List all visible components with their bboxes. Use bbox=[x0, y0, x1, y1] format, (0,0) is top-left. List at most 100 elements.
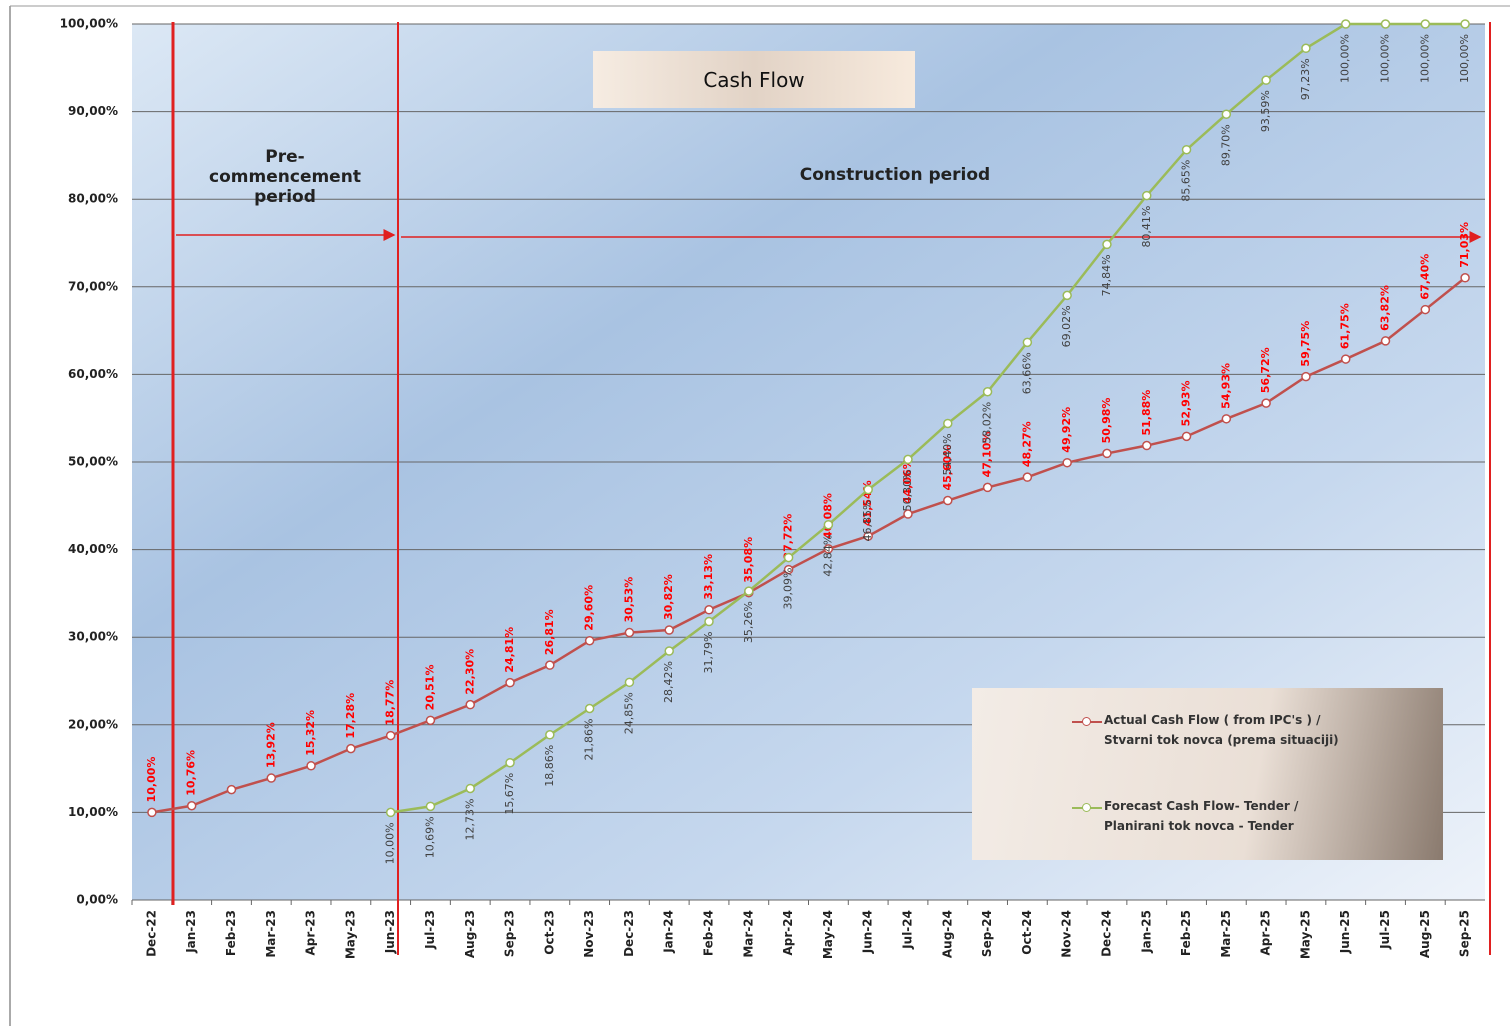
data-label: 89,70% bbox=[1219, 124, 1232, 166]
data-point bbox=[584, 703, 595, 714]
series-line bbox=[151, 276, 1466, 814]
y-tick-label: 50,00% bbox=[68, 455, 118, 469]
data-point bbox=[1460, 273, 1470, 283]
data-label: 18,77% bbox=[384, 680, 397, 726]
x-tick-label: Jan-24 bbox=[662, 910, 676, 954]
data-point bbox=[505, 677, 515, 688]
data-point bbox=[147, 807, 157, 818]
data-point bbox=[823, 519, 834, 530]
data-label: 49,92% bbox=[1060, 407, 1073, 453]
data-label: 15,67% bbox=[503, 773, 516, 815]
data-label: 24,81% bbox=[503, 627, 516, 673]
data-point bbox=[465, 783, 475, 794]
data-point bbox=[1261, 75, 1271, 85]
data-label: 15,32% bbox=[304, 710, 317, 756]
data-point bbox=[1420, 304, 1431, 315]
x-tick-label: Dec-24 bbox=[1099, 910, 1113, 957]
data-label: 63,66% bbox=[1020, 352, 1033, 394]
x-tick-label: Sep-24 bbox=[980, 910, 994, 957]
x-tick-label: Aug-24 bbox=[940, 910, 954, 958]
data-point bbox=[1340, 19, 1351, 29]
x-tick-label: Sep-25 bbox=[1458, 910, 1472, 957]
data-label: 26,81% bbox=[543, 609, 556, 655]
x-tick-label: Dec-22 bbox=[144, 910, 158, 957]
data-point bbox=[664, 646, 674, 656]
data-label: 28,42% bbox=[662, 661, 675, 703]
data-label: 24,85% bbox=[622, 692, 635, 734]
legend-marker bbox=[1082, 803, 1091, 812]
data-label: 80,41% bbox=[1140, 206, 1153, 248]
data-label: 10,00% bbox=[384, 822, 397, 864]
data-point bbox=[1142, 440, 1152, 451]
legend-marker bbox=[1082, 717, 1091, 726]
data-label: 58,02% bbox=[981, 402, 994, 444]
x-tick-label: Jun-23 bbox=[383, 910, 397, 954]
y-tick-label: 80,00% bbox=[68, 192, 118, 206]
data-point bbox=[903, 454, 913, 465]
data-point bbox=[1022, 337, 1033, 348]
data-label: 74,84% bbox=[1100, 254, 1113, 296]
data-point bbox=[226, 784, 237, 795]
y-tick-label: 10,00% bbox=[68, 805, 118, 819]
data-point bbox=[1380, 336, 1391, 346]
data-label: 85,65% bbox=[1180, 160, 1193, 202]
data-point bbox=[664, 625, 674, 635]
data-point bbox=[823, 544, 834, 554]
data-label: 35,08% bbox=[742, 537, 755, 583]
y-tick-label: 0,00% bbox=[76, 893, 118, 907]
data-point bbox=[465, 699, 475, 710]
data-point bbox=[744, 586, 754, 596]
x-tick-label: Feb-23 bbox=[224, 910, 238, 956]
data-point bbox=[1062, 290, 1072, 301]
data-label: 33,13% bbox=[702, 554, 715, 600]
data-label: 97,23% bbox=[1299, 58, 1312, 100]
data-label: 61,75% bbox=[1339, 303, 1352, 349]
data-label: 56,72% bbox=[1259, 347, 1272, 393]
data-label: 40,08% bbox=[821, 493, 834, 539]
data-point bbox=[306, 761, 316, 771]
data-label: 30,53% bbox=[622, 577, 635, 623]
data-point bbox=[385, 730, 396, 741]
data-label: 18,86% bbox=[543, 745, 556, 787]
data-label: 22,30% bbox=[463, 649, 476, 695]
data-label: 12,73% bbox=[463, 798, 476, 840]
x-tick-label: Jun-24 bbox=[861, 910, 875, 954]
x-tick-label: Apr-24 bbox=[781, 910, 795, 955]
data-point bbox=[624, 677, 635, 688]
data-label: 45,60% bbox=[941, 445, 954, 491]
x-tick-label: Jan-23 bbox=[184, 910, 198, 954]
data-label: 50,98% bbox=[1100, 398, 1113, 444]
annotation: Construction period bbox=[799, 165, 991, 185]
data-label: 10,00% bbox=[145, 757, 158, 803]
data-label: 54,40% bbox=[941, 433, 954, 475]
data-label: 21,86% bbox=[583, 719, 596, 761]
data-label: 69,02% bbox=[1060, 305, 1073, 347]
y-tick-label: 100,00% bbox=[60, 17, 118, 31]
data-point bbox=[1340, 354, 1351, 364]
data-point bbox=[1380, 19, 1391, 29]
x-tick-label: Mar-24 bbox=[741, 910, 755, 958]
data-point bbox=[1221, 109, 1232, 119]
data-label: 54,93% bbox=[1219, 363, 1232, 409]
x-tick-label: May-24 bbox=[821, 910, 835, 959]
data-label: 10,76% bbox=[185, 750, 198, 796]
data-label: 51,88% bbox=[1140, 390, 1153, 436]
data-point bbox=[584, 635, 595, 646]
data-point bbox=[1261, 398, 1271, 408]
data-point bbox=[1420, 19, 1431, 29]
data-label: 10,69% bbox=[423, 816, 436, 858]
data-point bbox=[1102, 448, 1112, 459]
data-point bbox=[1062, 457, 1072, 468]
data-label: 71,03% bbox=[1458, 222, 1471, 268]
data-point bbox=[704, 616, 714, 627]
x-tick-label: Apr-25 bbox=[1259, 910, 1273, 955]
data-point bbox=[863, 531, 873, 541]
data-point bbox=[903, 509, 913, 519]
data-label: 67,40% bbox=[1418, 254, 1431, 300]
x-tick-label: Jul-23 bbox=[423, 910, 437, 950]
data-point bbox=[943, 495, 953, 506]
y-tick-label: 40,00% bbox=[68, 542, 118, 556]
data-point bbox=[425, 715, 436, 726]
data-point bbox=[1181, 431, 1192, 442]
data-label: 44,06% bbox=[901, 458, 914, 504]
